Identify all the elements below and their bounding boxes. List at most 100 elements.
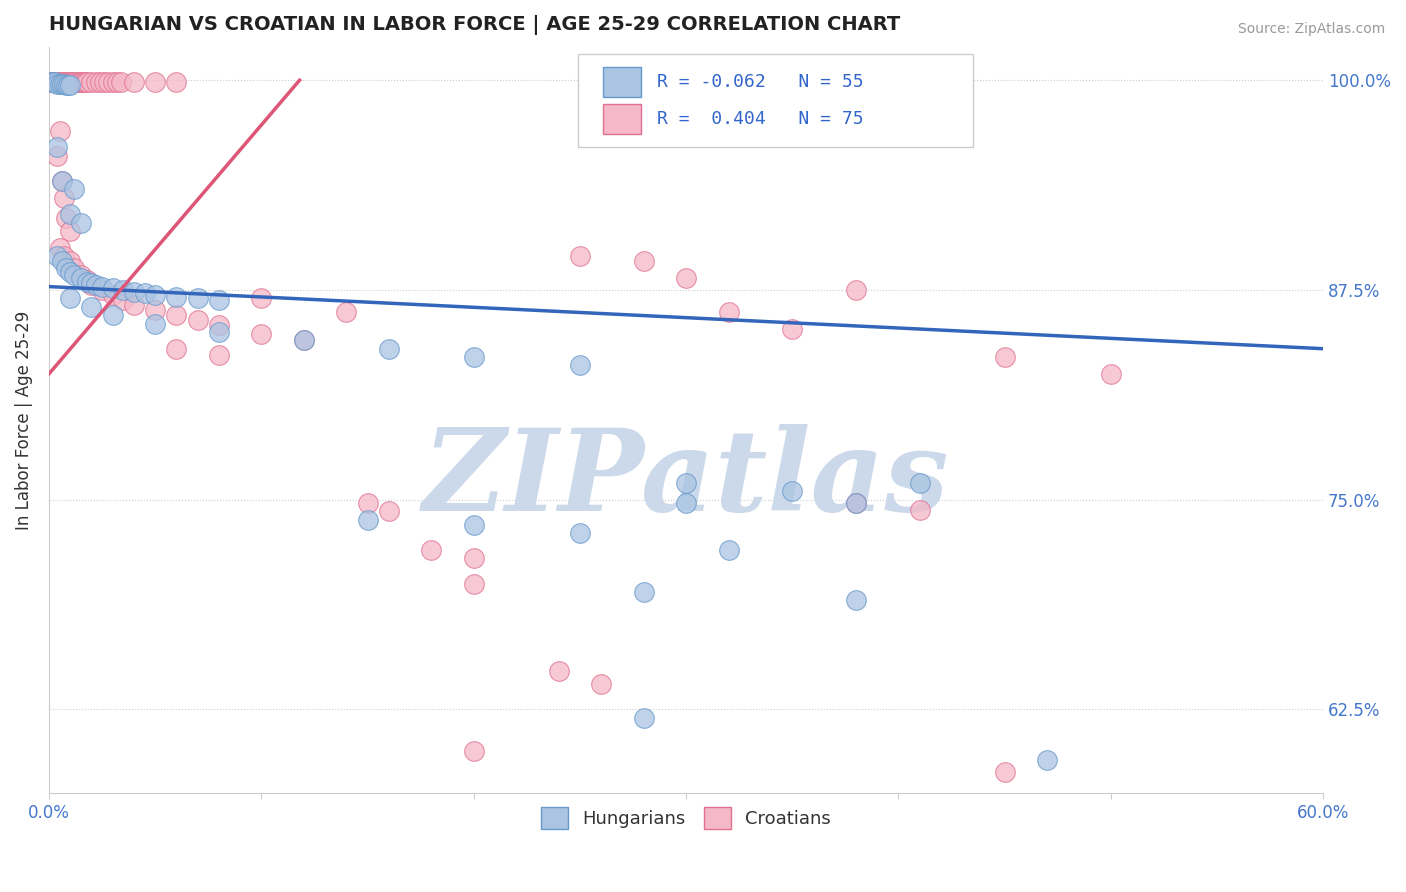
Point [67, 75, 90, 89]
Point [208, 348, 231, 362]
Point [46, 249, 69, 263]
Point [717, 305, 740, 319]
Point [780, 484, 803, 499]
Point [356, 496, 378, 510]
Point [122, 285, 145, 299]
Point [675, 475, 697, 490]
Point [845, 283, 868, 297]
Point [633, 585, 655, 599]
Point [463, 576, 485, 591]
Point [97, 75, 120, 89]
FancyBboxPatch shape [603, 104, 641, 134]
Point [335, 305, 357, 319]
Point [89, 75, 111, 89]
Point [76, 275, 98, 289]
Point [65, 75, 87, 89]
Point [63, 75, 86, 89]
Point [994, 350, 1017, 364]
Point [208, 318, 231, 333]
Point [56, 75, 79, 89]
Point [69, 75, 91, 89]
Point [48, 77, 70, 91]
Point [51, 254, 73, 268]
Point [845, 496, 868, 510]
Point [675, 271, 697, 285]
FancyBboxPatch shape [603, 67, 641, 96]
Point [845, 593, 868, 607]
Point [908, 475, 931, 490]
Point [44, 75, 66, 89]
Point [39, 75, 62, 89]
Point [101, 288, 124, 302]
Point [568, 359, 591, 373]
Point [105, 75, 128, 89]
Point [42, 75, 65, 89]
Point [91, 283, 114, 297]
Point [187, 291, 209, 305]
Point [675, 496, 697, 510]
Point [91, 279, 114, 293]
Point [56, 78, 79, 93]
Point [51, 75, 73, 89]
Point [568, 526, 591, 541]
Point [69, 271, 91, 285]
Point [48, 123, 70, 137]
Point [59, 224, 82, 238]
Text: R =  0.404   N = 75: R = 0.404 N = 75 [657, 110, 863, 128]
Point [63, 261, 86, 276]
Point [51, 174, 73, 188]
Point [101, 281, 124, 295]
Point [46, 149, 69, 163]
Point [52, 249, 75, 263]
Point [122, 298, 145, 312]
Point [633, 711, 655, 725]
Legend: Hungarians, Croatians: Hungarians, Croatians [534, 800, 838, 837]
Text: Source: ZipAtlas.com: Source: ZipAtlas.com [1237, 22, 1385, 37]
Point [780, 321, 803, 335]
Point [80, 277, 103, 292]
Point [568, 249, 591, 263]
Point [52, 191, 75, 205]
Text: R = -0.062   N = 55: R = -0.062 N = 55 [657, 73, 863, 91]
Point [46, 140, 69, 154]
Point [420, 543, 443, 558]
Point [80, 277, 103, 291]
Point [143, 317, 166, 331]
Point [55, 78, 77, 93]
Point [59, 264, 82, 278]
Point [250, 326, 273, 341]
Point [250, 291, 273, 305]
Point [46, 75, 69, 89]
Point [845, 496, 868, 510]
Point [52, 77, 75, 91]
Point [59, 254, 82, 268]
Text: ZIPatlas: ZIPatlas [423, 425, 949, 535]
Point [101, 308, 124, 322]
Point [55, 261, 77, 276]
Point [55, 75, 77, 89]
Point [60, 75, 83, 89]
Point [122, 75, 145, 89]
Point [143, 288, 166, 302]
Point [76, 75, 98, 89]
Point [165, 342, 187, 356]
Point [165, 290, 187, 304]
Point [143, 303, 166, 318]
Point [59, 207, 82, 221]
Point [356, 513, 378, 527]
Point [633, 254, 655, 268]
Text: HUNGARIAN VS CROATIAN IN LABOR FORCE | AGE 25-29 CORRELATION CHART: HUNGARIAN VS CROATIAN IN LABOR FORCE | A… [49, 15, 900, 35]
Point [143, 75, 166, 89]
Point [134, 286, 156, 301]
Point [717, 543, 740, 558]
Point [69, 268, 91, 282]
Point [208, 325, 231, 339]
Point [46, 77, 69, 91]
Point [55, 211, 77, 225]
Point [63, 182, 86, 196]
Point [110, 75, 132, 89]
Point [80, 75, 103, 89]
Point [292, 334, 315, 348]
Point [69, 216, 91, 230]
Point [48, 241, 70, 255]
